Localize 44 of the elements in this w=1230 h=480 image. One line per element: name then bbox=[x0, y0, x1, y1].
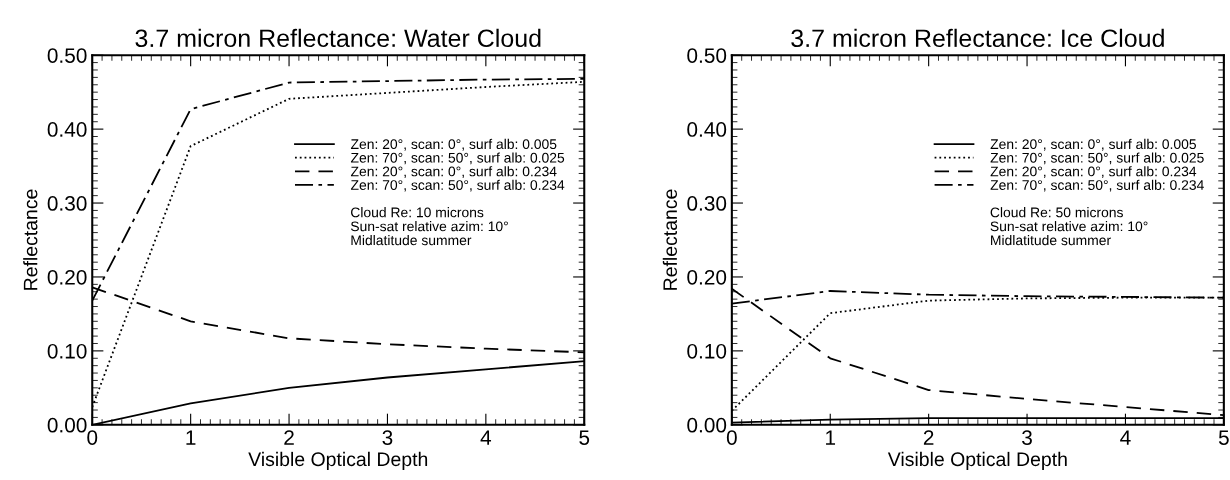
annotation: Sun-sat relative azim: 10° bbox=[350, 221, 508, 232]
chart-title: 3.7 micron Reflectance: Ice Cloud bbox=[791, 28, 1164, 48]
x-tick-label: 2 bbox=[923, 430, 934, 445]
y-tick-label: 0.20 bbox=[687, 269, 727, 285]
x-tick-label: 5 bbox=[1218, 430, 1229, 445]
x-tick-label: 0 bbox=[726, 430, 737, 445]
legend-label: Zen: 20°, scan: 0°, surf alb: 0.005 bbox=[350, 138, 557, 151]
x-tick-label: 4 bbox=[480, 430, 492, 445]
chart-title: 3.7 micron Reflectance: Water Cloud bbox=[135, 28, 541, 48]
y-tick-label: 0.50 bbox=[47, 48, 87, 63]
legend-label: Zen: 70°, scan: 50°, surf alb: 0.234 bbox=[990, 179, 1204, 192]
annotation: Midlatitude summer bbox=[351, 235, 472, 246]
y-tick-label: 0.10 bbox=[47, 343, 87, 359]
x-tick-label: 3 bbox=[382, 430, 393, 445]
y-tick-label: 0.40 bbox=[687, 122, 727, 137]
y-tick-label: 0.10 bbox=[687, 343, 727, 359]
y-tick-label: 0.40 bbox=[47, 122, 87, 137]
annotation: Cloud Re: 50 microns bbox=[990, 207, 1123, 218]
x-tick-label: 1 bbox=[826, 430, 836, 445]
x-tick-label: 4 bbox=[1120, 430, 1131, 445]
legend-label: Zen: 70°, scan: 50°, surf alb: 0.025 bbox=[350, 152, 565, 165]
y-tick-label: 0.00 bbox=[47, 417, 87, 433]
x-tick-label: 5 bbox=[579, 430, 590, 445]
x-tick-label: 1 bbox=[186, 430, 196, 445]
legend-label: Zen: 70°, scan: 50°, surf alb: 0.234 bbox=[350, 179, 565, 192]
legend-label: Zen: 20°, scan: 0°, surf alb: 0.234 bbox=[990, 166, 1197, 178]
y-tick-label: 0.00 bbox=[687, 417, 727, 433]
y-tick-label: 0.30 bbox=[47, 196, 87, 211]
x-tick-label: 0 bbox=[87, 430, 98, 445]
y-axis-title: Reflectance bbox=[23, 189, 38, 290]
x-tick-label: 2 bbox=[284, 430, 294, 445]
y-tick-label: 0.30 bbox=[687, 196, 727, 211]
annotation: Midlatitude summer bbox=[991, 235, 1111, 246]
legend-label: Zen: 70°, scan: 50°, surf alb: 0.025 bbox=[990, 152, 1204, 165]
x-tick-label: 3 bbox=[1022, 430, 1032, 445]
y-tick-label: 0.50 bbox=[687, 48, 727, 63]
legend-label: Zen: 20°, scan: 0°, surf alb: 0.234 bbox=[350, 166, 557, 178]
x-axis-title: Visible Optical Depth bbox=[887, 451, 1067, 470]
annotation: Cloud Re: 10 microns bbox=[351, 207, 484, 218]
y-axis-title: Reflectance bbox=[662, 189, 678, 290]
annotation: Sun-sat relative azim: 10° bbox=[990, 221, 1148, 232]
x-axis-title: Visible Optical Depth bbox=[248, 451, 428, 470]
legend-label: Zen: 20°, scan: 0°, surf alb: 0.005 bbox=[990, 138, 1196, 151]
y-tick-label: 0.20 bbox=[47, 269, 87, 285]
